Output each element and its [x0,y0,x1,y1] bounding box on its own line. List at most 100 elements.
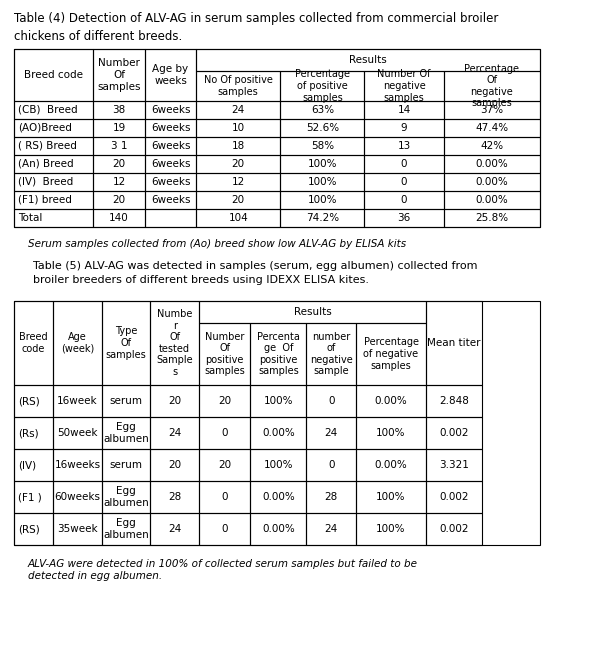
Text: 47.4%: 47.4% [476,123,509,133]
Text: 24: 24 [232,105,245,115]
Text: Percentage
of negative
samples: Percentage of negative samples [363,337,418,371]
Text: (IV)  Breed: (IV) Breed [18,177,73,187]
Text: serum: serum [110,396,143,406]
Text: 6weeks: 6weeks [151,177,190,187]
Bar [145,119,196,137]
Text: 0.002: 0.002 [440,524,469,534]
Bar [356,323,426,385]
Bar [365,209,444,227]
Bar [53,385,102,417]
Bar [145,173,196,191]
Text: 9: 9 [401,123,408,133]
Text: 100%: 100% [307,177,337,187]
Bar [196,119,280,137]
Text: 0: 0 [401,195,407,205]
Text: Egg
albumen: Egg albumen [103,486,149,508]
Text: 37%: 37% [480,105,503,115]
Text: Table (4) Detection of ALV-AG in serum samples collected from commercial broiler: Table (4) Detection of ALV-AG in serum s… [14,12,499,43]
Bar [93,101,145,119]
Text: 16weeks: 16weeks [54,460,101,470]
Text: ALV-AG were detected in 100% of collected serum samples but failed to be
detecte: ALV-AG were detected in 100% of collecte… [28,559,418,580]
Bar [53,513,102,545]
Text: 0.00%: 0.00% [476,195,509,205]
Text: 0.00%: 0.00% [375,396,407,406]
Text: No Of positive
samples: No Of positive samples [204,75,273,97]
Text: 3 1: 3 1 [111,141,127,151]
Bar [196,155,280,173]
Text: 100%: 100% [376,524,406,534]
Bar [53,481,102,513]
Bar [53,301,102,385]
Bar [102,301,150,385]
Text: (RS): (RS) [18,524,40,534]
Bar [93,209,145,227]
Text: Total: Total [18,213,42,223]
Bar [102,513,150,545]
Text: 28: 28 [324,492,338,502]
Bar [14,481,53,513]
Text: Percentage
of positive
samples: Percentage of positive samples [295,69,350,103]
Bar [53,417,102,449]
Bar [250,385,306,417]
Text: 36: 36 [398,213,411,223]
Text: 20: 20 [232,159,245,169]
Bar [150,301,199,385]
Text: 0: 0 [328,396,335,406]
Text: (RS): (RS) [18,396,40,406]
Bar [444,119,540,137]
Bar [196,137,280,155]
Bar [150,513,199,545]
Bar [196,191,280,209]
Bar [14,417,53,449]
Bar [14,173,93,191]
Bar [102,385,150,417]
Text: (IV): (IV) [18,460,36,470]
Text: 100%: 100% [376,428,406,438]
Text: 100%: 100% [264,460,293,470]
Text: 0: 0 [221,428,228,438]
Text: 35week: 35week [57,524,98,534]
Text: 12: 12 [232,177,245,187]
Bar [150,481,199,513]
Text: 24: 24 [324,428,338,438]
Text: 100%: 100% [376,492,406,502]
Text: 24: 24 [324,524,338,534]
Bar [444,137,540,155]
Bar [93,155,145,173]
Bar [93,119,145,137]
Bar [250,513,306,545]
Bar [14,49,93,101]
Text: Results: Results [349,55,387,65]
Text: 58%: 58% [311,141,334,151]
Bar [356,417,426,449]
Bar [280,101,365,119]
Bar [102,417,150,449]
Text: 20: 20 [232,195,245,205]
Bar [14,191,93,209]
Text: 25.8%: 25.8% [476,213,509,223]
Bar [14,301,540,545]
Text: 100%: 100% [307,195,337,205]
Bar [150,417,199,449]
Bar [306,323,356,385]
Bar [196,173,280,191]
Text: 3.321: 3.321 [439,460,469,470]
Text: 20: 20 [168,396,181,406]
Text: 60weeks: 60weeks [54,492,100,502]
Text: 0: 0 [328,460,335,470]
Text: 10: 10 [232,123,245,133]
Text: 0.002: 0.002 [440,492,469,502]
Bar [280,209,365,227]
Bar [306,449,356,481]
Text: Breed
code: Breed code [19,332,48,354]
Text: Mean titer: Mean titer [427,338,481,348]
Bar [14,49,540,227]
Bar [145,191,196,209]
Bar [365,155,444,173]
Bar [102,449,150,481]
Text: 6weeks: 6weeks [151,123,190,133]
Bar [199,385,250,417]
Text: (F1 ): (F1 ) [18,492,41,502]
Bar [444,155,540,173]
Text: (AO)Breed: (AO)Breed [18,123,71,133]
